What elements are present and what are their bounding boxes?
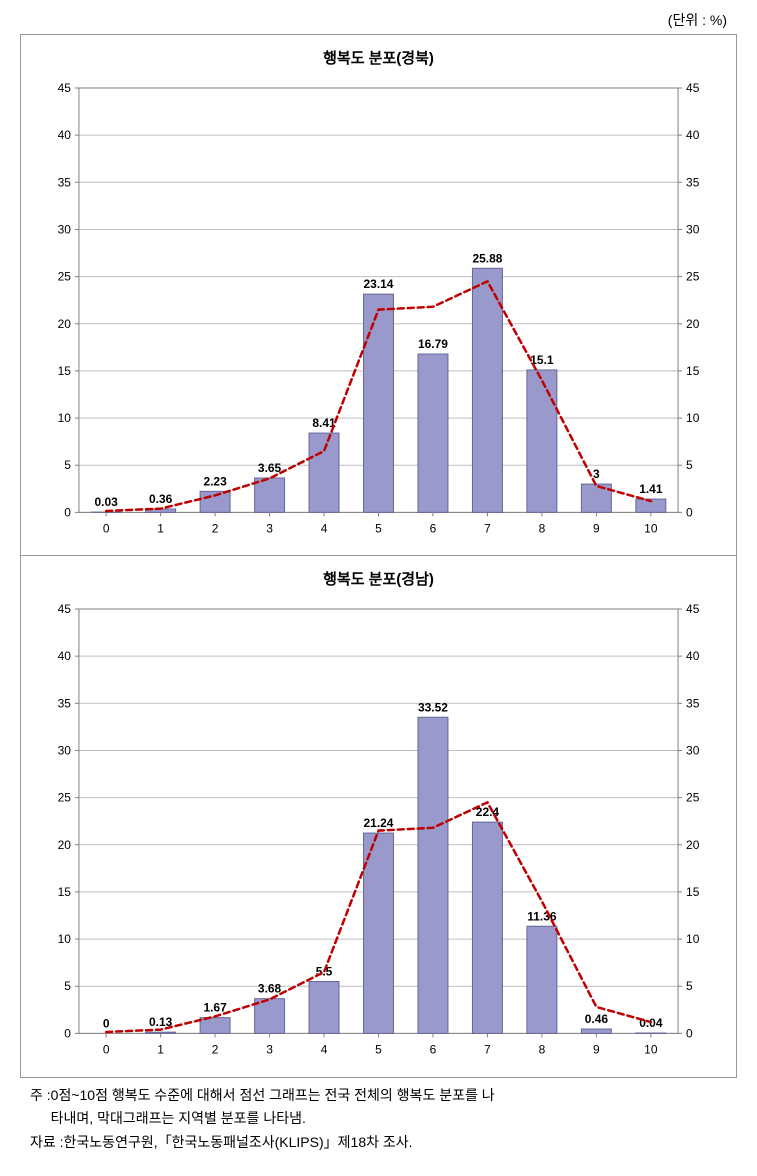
svg-text:25.88: 25.88 (472, 251, 502, 265)
svg-text:3.65: 3.65 (258, 461, 282, 475)
svg-text:6: 6 (430, 521, 437, 535)
footnotes: 주 : 0점~10점 행복도 수준에 대해서 점선 그래프는 전국 전체의 행복… (20, 1084, 737, 1155)
svg-text:25: 25 (58, 270, 72, 284)
svg-text:45: 45 (58, 602, 72, 616)
svg-text:35: 35 (58, 175, 72, 189)
svg-text:40: 40 (58, 649, 72, 663)
chart-panel-0: 행복도 분포(경북) 00551010151520202525303035354… (21, 35, 736, 556)
svg-text:0: 0 (686, 505, 693, 519)
svg-text:35: 35 (58, 697, 72, 711)
svg-text:9: 9 (593, 1043, 600, 1057)
footnote-note: 주 : 0점~10점 행복도 수준에 대해서 점선 그래프는 전국 전체의 행복… (30, 1084, 727, 1132)
chart-title-1: 행복도 분포(경남) (29, 568, 728, 589)
svg-text:23.14: 23.14 (364, 277, 394, 291)
svg-text:7: 7 (484, 521, 491, 535)
svg-text:4: 4 (321, 521, 328, 535)
svg-text:45: 45 (686, 602, 700, 616)
chart-panel-1: 행복도 분포(경남) 00551010151520202525303035354… (21, 556, 736, 1076)
svg-text:15: 15 (686, 364, 700, 378)
svg-text:10: 10 (686, 411, 700, 425)
charts-container: 행복도 분포(경북) 00551010151520202525303035354… (20, 34, 737, 1078)
svg-text:0.46: 0.46 (585, 1012, 609, 1026)
svg-text:2: 2 (212, 1043, 219, 1057)
source-prefix: 자료 : (30, 1131, 64, 1155)
note-text: 0점~10점 행복도 수준에 대해서 점선 그래프는 전국 전체의 행복도 분포… (51, 1084, 727, 1132)
svg-text:10: 10 (58, 932, 72, 946)
svg-text:20: 20 (686, 838, 700, 852)
unit-label: (단위 : %) (20, 10, 737, 30)
svg-text:3: 3 (266, 1043, 273, 1057)
svg-text:1: 1 (157, 1043, 164, 1057)
footnote-source: 자료 : 한국노동연구원,「한국노동패널조사(KLIPS)」제18차 조사. (30, 1131, 727, 1155)
svg-text:20: 20 (686, 317, 700, 331)
svg-text:15: 15 (58, 885, 72, 899)
chart-svg-1: 00551010151520202525303035354040454500.1… (29, 599, 728, 1068)
svg-text:35: 35 (686, 175, 700, 189)
svg-text:10: 10 (644, 1043, 658, 1057)
svg-text:45: 45 (58, 81, 72, 95)
svg-text:15: 15 (58, 364, 72, 378)
svg-text:30: 30 (686, 222, 700, 236)
source-text: 한국노동연구원,「한국노동패널조사(KLIPS)」제18차 조사. (64, 1131, 727, 1155)
svg-text:40: 40 (686, 649, 700, 663)
svg-text:4: 4 (321, 1043, 328, 1057)
svg-text:0: 0 (103, 1017, 110, 1031)
svg-text:5: 5 (64, 458, 71, 472)
svg-text:40: 40 (58, 128, 72, 142)
svg-text:33.52: 33.52 (418, 701, 448, 715)
svg-text:2.23: 2.23 (203, 474, 227, 488)
chart-svg-0: 0055101015152020252530303535404045450.03… (29, 78, 728, 547)
svg-text:25: 25 (58, 791, 72, 805)
svg-text:0: 0 (686, 1027, 693, 1041)
svg-text:5: 5 (686, 980, 693, 994)
svg-text:5: 5 (64, 980, 71, 994)
svg-text:10: 10 (58, 411, 72, 425)
svg-text:0: 0 (64, 1027, 71, 1041)
svg-text:30: 30 (58, 222, 72, 236)
svg-text:9: 9 (593, 521, 600, 535)
svg-text:1.41: 1.41 (639, 482, 663, 496)
svg-text:30: 30 (686, 744, 700, 758)
svg-text:0: 0 (103, 1043, 110, 1057)
svg-text:3: 3 (266, 521, 273, 535)
svg-text:20: 20 (58, 838, 72, 852)
svg-text:5: 5 (375, 521, 382, 535)
svg-text:7: 7 (484, 1043, 491, 1057)
svg-text:16.79: 16.79 (418, 337, 448, 351)
svg-text:20: 20 (58, 317, 72, 331)
svg-text:0: 0 (103, 521, 110, 535)
svg-text:21.24: 21.24 (364, 816, 394, 830)
chart-title-0: 행복도 분포(경북) (29, 47, 728, 68)
svg-text:15: 15 (686, 885, 700, 899)
note-prefix: 주 : (30, 1084, 51, 1132)
svg-text:35: 35 (686, 697, 700, 711)
svg-text:8: 8 (539, 521, 546, 535)
svg-text:10: 10 (644, 521, 658, 535)
svg-text:3.68: 3.68 (258, 982, 282, 996)
svg-text:10: 10 (686, 932, 700, 946)
svg-text:25: 25 (686, 270, 700, 284)
note-line1: 0점~10점 행복도 수준에 대해서 점선 그래프는 전국 전체의 행복도 분포… (51, 1087, 495, 1103)
svg-text:2: 2 (212, 521, 219, 535)
svg-text:0: 0 (64, 505, 71, 519)
svg-text:40: 40 (686, 128, 700, 142)
svg-text:5: 5 (375, 1043, 382, 1057)
note-line2: 타내며, 막대그래프는 지역별 분포를 나타냄. (51, 1110, 306, 1126)
svg-text:0.36: 0.36 (149, 492, 173, 506)
svg-text:0.03: 0.03 (95, 495, 119, 509)
svg-text:45: 45 (686, 81, 700, 95)
svg-text:1: 1 (157, 521, 164, 535)
svg-text:25: 25 (686, 791, 700, 805)
svg-text:30: 30 (58, 744, 72, 758)
svg-text:6: 6 (430, 1043, 437, 1057)
svg-text:8: 8 (539, 1043, 546, 1057)
svg-text:5: 5 (686, 458, 693, 472)
